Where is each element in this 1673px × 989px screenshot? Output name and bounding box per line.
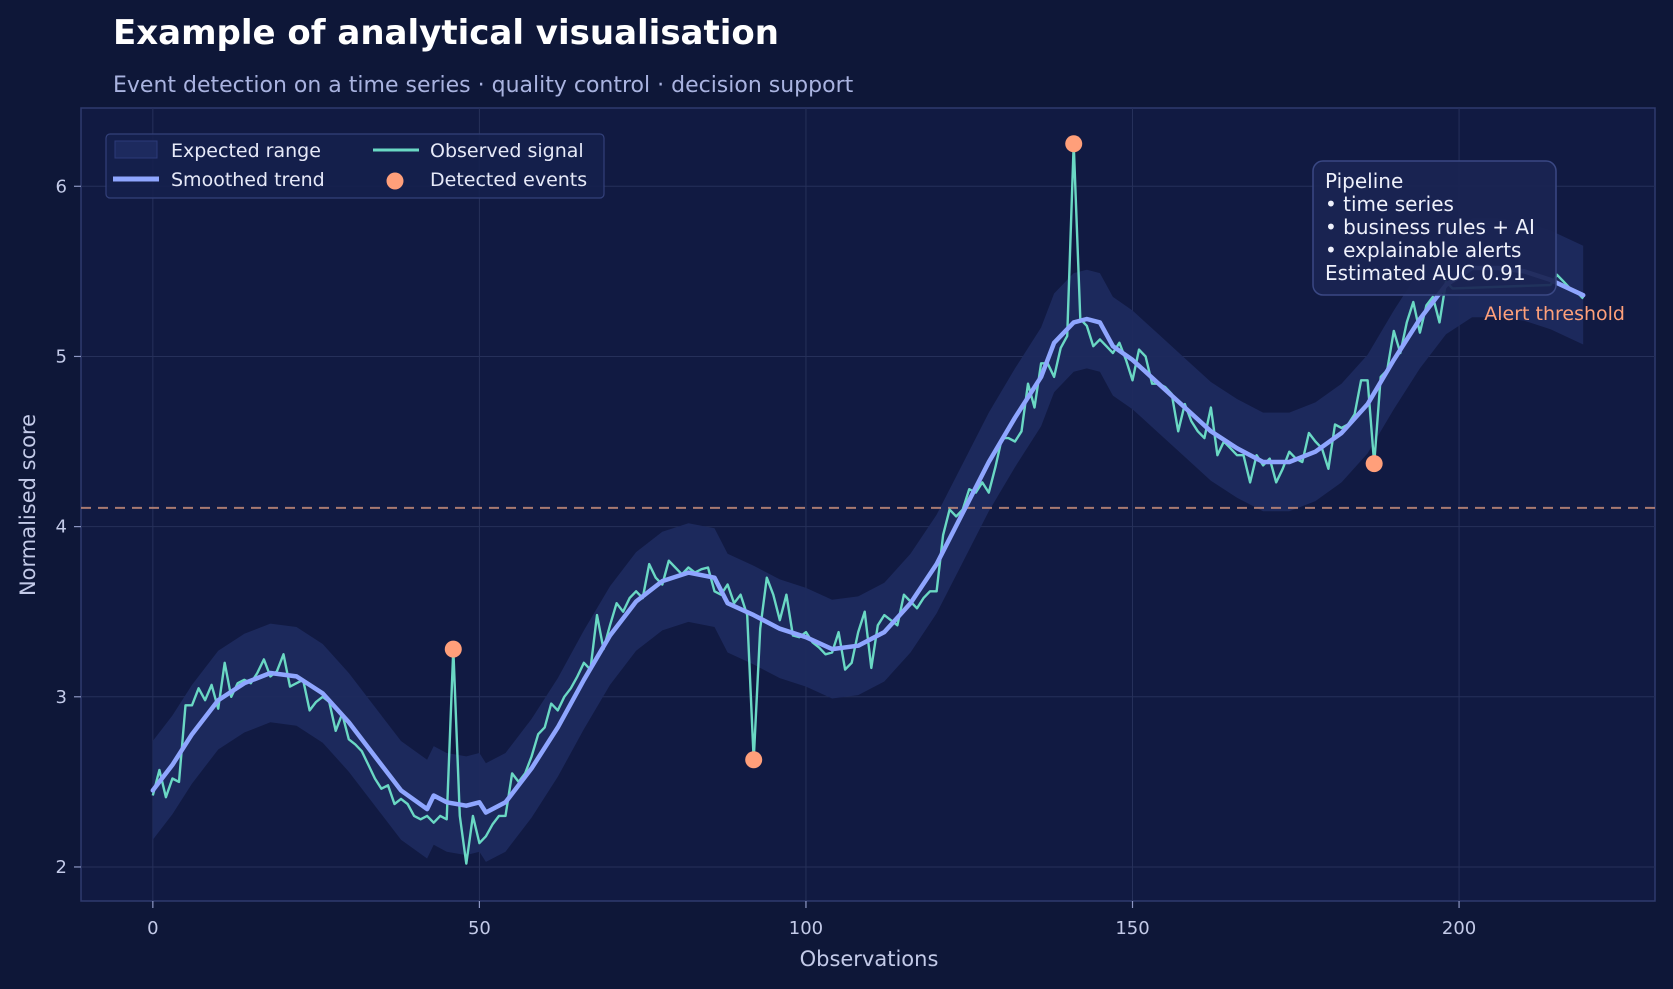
legend-signal-label: Observed signal (430, 140, 584, 162)
y-tick-label: 6 (56, 176, 67, 197)
x-tick-label: 200 (1442, 918, 1476, 939)
x-axis-ticks: 0 50 100 150 200 (147, 901, 1476, 939)
x-tick-label: 150 (1115, 918, 1149, 939)
x-axis-label: Observations (800, 947, 939, 971)
legend-frame (105, 133, 605, 199)
info-line-1: Pipeline (1325, 169, 1403, 193)
info-box-frame (1312, 160, 1557, 296)
event-point (1065, 135, 1083, 153)
legend-band-label: Expected range (171, 140, 321, 162)
threshold-label: Alert threshold (1484, 303, 1625, 325)
x-tick-label: 100 (789, 918, 823, 939)
x-tick-label: 50 (468, 918, 491, 939)
legend-trend-label: Smoothed trend (171, 169, 325, 191)
info-line-4: • explainable alerts (1325, 238, 1521, 262)
smoothed-trend-line (150, 265, 1586, 815)
chart-subtitle: Event detection on a time series · quali… (113, 73, 854, 98)
chart-title: Example of analytical visualisation (113, 13, 779, 53)
y-tick-label: 3 (56, 687, 67, 708)
legend-band-swatch (114, 140, 158, 159)
info-line-3: • business rules + AI (1325, 215, 1535, 239)
legend-events-swatch (386, 172, 404, 190)
smoothed-trend-series (150, 265, 1586, 815)
event-point (444, 640, 462, 658)
observed-signal-line (151, 142, 1585, 865)
observed-signal-series (151, 142, 1585, 865)
legend-events-label: Detected events (430, 169, 587, 191)
y-tick-label: 2 (56, 857, 67, 878)
y-tick-label: 4 (56, 517, 67, 538)
legend: Expected range Smoothed trend Observed s… (105, 133, 605, 199)
y-tick-label: 5 (56, 346, 67, 367)
x-tick-label: 0 (147, 918, 158, 939)
detected-events-series (444, 135, 1383, 769)
y-axis-ticks: 2 3 4 5 6 (56, 176, 81, 878)
event-point (745, 751, 763, 769)
info-line-5: Estimated AUC 0.91 (1325, 261, 1526, 285)
info-box: Pipeline • time series • business rules … (1312, 160, 1557, 296)
event-point (1365, 455, 1383, 473)
info-line-2: • time series (1325, 192, 1454, 216)
y-axis-label: Normalised score (16, 414, 40, 596)
